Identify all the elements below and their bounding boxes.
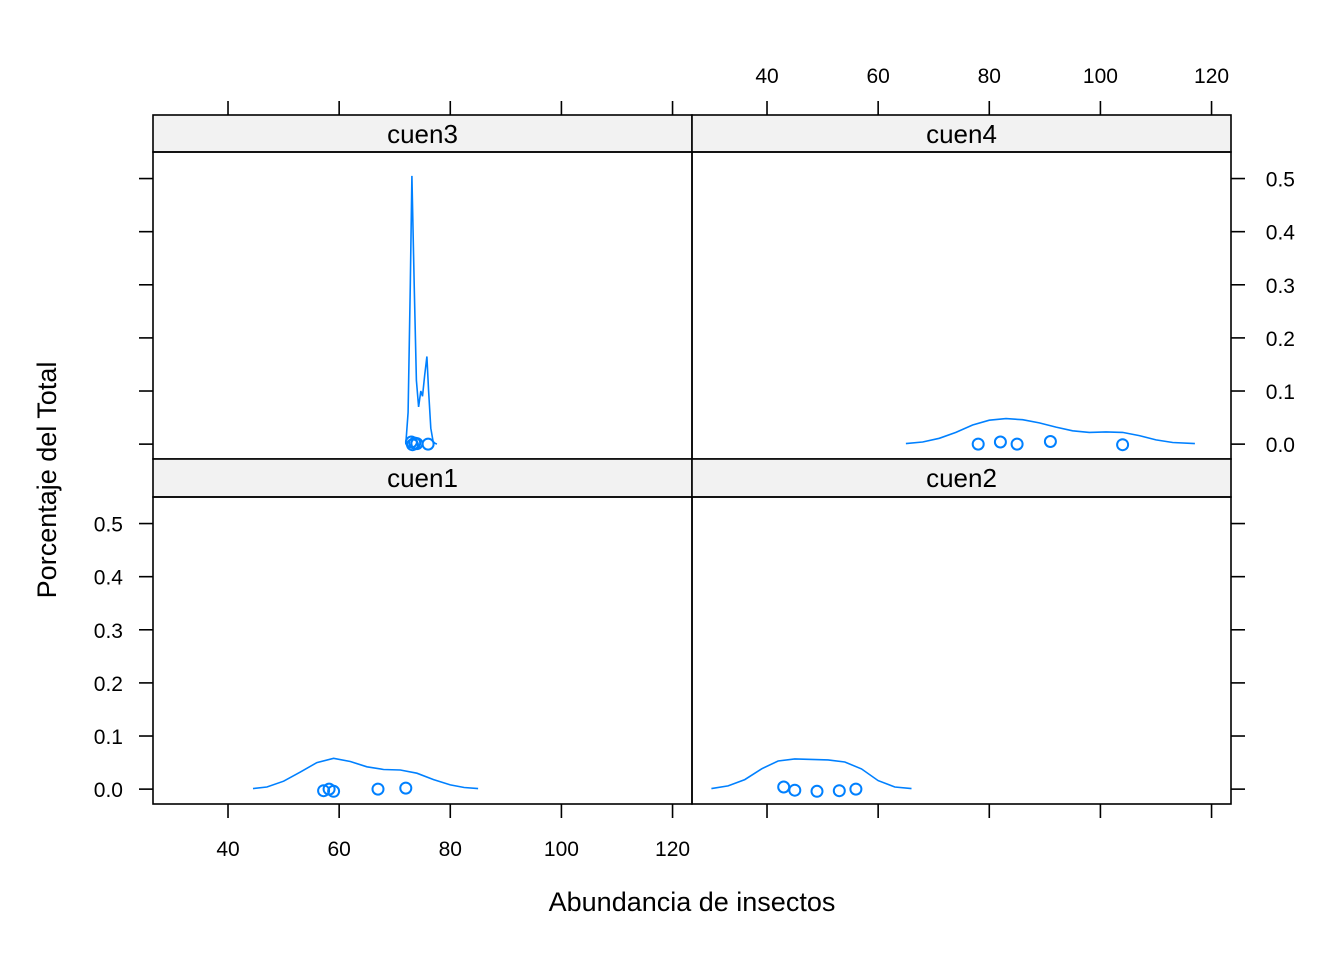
y-tick-label-right-0.2: 0.2	[1266, 328, 1295, 351]
x-tick-label-bottom-40: 40	[216, 838, 239, 861]
x-tick-label-top-80: 80	[978, 65, 1001, 88]
axes-layer: 40 40 60 60 80 80 100 100 120 120 0.0 0.0 0.1 0.1 0.2 0…	[94, 65, 1296, 861]
data-point-cuen3-5	[421, 437, 435, 451]
x-tick-label-bottom-60: 60	[327, 838, 350, 861]
panel-cuen3: cuen3	[152, 114, 693, 460]
x-tick-label-bottom-100: 100	[544, 838, 579, 861]
x-tick-label-top-120: 120	[1194, 65, 1229, 88]
data-point-cuen1-3	[327, 784, 341, 798]
data-point-cuen1-5	[399, 781, 413, 795]
strip-label-cuen1: cuen1	[387, 463, 458, 493]
x-axis-title: Abundancia de insectos	[549, 887, 836, 917]
x-tick-label-top-100: 100	[1083, 65, 1118, 88]
density-curve-cuen2	[711, 758, 912, 790]
panel-cuen1: cuen1	[152, 458, 693, 805]
x-tick-label-bottom-80: 80	[439, 838, 462, 861]
strip-label-cuen3: cuen3	[387, 119, 458, 149]
data-point-cuen4-5	[1116, 438, 1130, 452]
strip-cuen2	[691, 458, 1232, 498]
panel-frame-cuen2	[691, 496, 1232, 805]
data-point-cuen1-4	[371, 782, 385, 796]
y-tick-label-left-0.4: 0.4	[94, 567, 124, 590]
density-curve-cuen1	[252, 757, 479, 790]
y-tick-label-right-0.3: 0.3	[1266, 275, 1295, 298]
x-tick-label-top-60: 60	[866, 65, 889, 88]
panel-cuen2: cuen2	[691, 458, 1232, 805]
y-tick-label-left-0.5: 0.5	[94, 514, 123, 537]
data-point-cuen2-3	[810, 784, 824, 798]
y-tick-label-left-0.2: 0.2	[94, 673, 123, 696]
density-curve-cuen4	[905, 417, 1195, 445]
panel-frame-cuen4	[691, 151, 1232, 460]
y-tick-label-left-0.3: 0.3	[94, 620, 123, 643]
strip-label-cuen2: cuen2	[926, 463, 997, 493]
density-curve-cuen3	[405, 175, 438, 445]
data-point-cuen2-2	[788, 783, 802, 797]
data-point-cuen4-4	[1043, 435, 1057, 448]
panels-layer: cuen3 cuen4 cuen1 cuen2	[152, 114, 1232, 805]
data-point-cuen2-5	[849, 782, 863, 796]
data-point-cuen4-1	[971, 437, 985, 451]
y-tick-label-right-0.0: 0.0	[1266, 434, 1295, 457]
panel-frame-cuen1	[152, 496, 693, 805]
x-tick-label-top-40: 40	[755, 65, 778, 88]
data-point-cuen2-4	[832, 784, 846, 798]
y-tick-label-right-0.5: 0.5	[1266, 169, 1295, 192]
y-tick-label-right-0.1: 0.1	[1266, 381, 1295, 404]
data-point-cuen2-1	[777, 780, 791, 794]
y-tick-label-right-0.4: 0.4	[1266, 222, 1296, 245]
strip-label-cuen4: cuen4	[926, 119, 997, 149]
y-tick-label-left-0.0: 0.0	[94, 779, 123, 802]
y-axis-title: Porcentaje del Total	[32, 362, 62, 599]
data-point-cuen4-2	[993, 435, 1007, 449]
strip-cuen3	[152, 114, 693, 153]
y-tick-label-left-0.1: 0.1	[94, 726, 123, 749]
panel-frame-cuen3	[152, 151, 693, 460]
data-point-cuen4-3	[1010, 437, 1024, 451]
panel-cuen4: cuen4	[691, 114, 1232, 460]
x-tick-label-bottom-120: 120	[655, 838, 690, 861]
